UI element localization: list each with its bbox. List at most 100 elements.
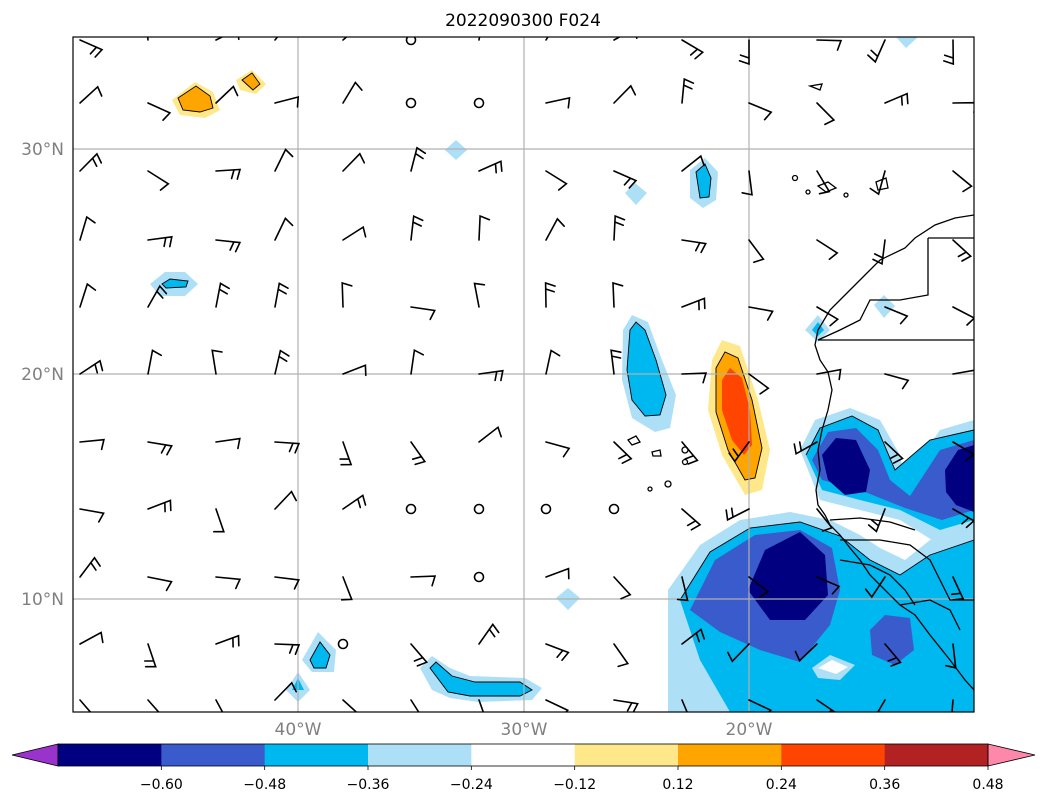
wind-barb: [816, 39, 843, 51]
wind-barb: [79, 152, 103, 172]
wind-barb: [741, 170, 753, 196]
wind-barb: [79, 438, 105, 451]
colorbar-swatch: [884, 744, 989, 766]
wind-barb: [681, 628, 705, 645]
wind-barb: [545, 441, 571, 458]
wind-barb: [215, 85, 239, 104]
wind-barb: [613, 699, 639, 712]
wind-barb: [727, 643, 750, 663]
wind-barb: [884, 441, 904, 464]
wind-barb: [748, 699, 773, 712]
wind-barb: [410, 306, 436, 321]
wind-barb: [147, 349, 162, 375]
colorbar-tick-label: 0.12: [662, 777, 693, 793]
island: [843, 192, 849, 198]
wind-barb: [793, 441, 818, 456]
wind-barb: [342, 152, 366, 172]
wind-barb: [612, 281, 624, 308]
wind-barb: [274, 490, 297, 510]
wind-barb: [79, 699, 92, 712]
wind-barb: [147, 499, 172, 513]
wind-barb: [341, 281, 353, 308]
wind-barb: [213, 508, 225, 533]
contour-fill: [627, 322, 666, 416]
wind-barb: [478, 160, 503, 174]
contour-fill: [945, 445, 974, 512]
wind-barb: [342, 699, 358, 712]
wind-barb: [410, 575, 437, 587]
wind-barb: [681, 441, 699, 465]
wind-barb: [872, 239, 886, 266]
wind-barb: [410, 699, 420, 712]
wind-barb: [274, 217, 294, 241]
contour-fill: [430, 662, 532, 696]
wind-barb: [410, 348, 425, 375]
contour-fill: [445, 140, 467, 160]
contour-line: [309, 641, 331, 669]
calm-wind-circle: [405, 97, 417, 109]
colorbar-swatch: [678, 744, 782, 766]
wind-barb: [274, 282, 289, 308]
calm-wind-circle: [405, 37, 417, 46]
wind-barb: [748, 239, 765, 264]
calm-wind-circle: [405, 503, 417, 515]
wind-barb: [676, 576, 689, 602]
wind-barb: [545, 643, 570, 661]
colorbar-tick-label: −0.24: [450, 777, 493, 793]
wind-barb: [274, 148, 294, 172]
wind-barb: [952, 369, 974, 375]
contour-line: [177, 85, 214, 113]
colorbar-swatch: [368, 744, 472, 766]
wind-barb: [410, 643, 429, 667]
colorbar: −0.60 −0.48 −0.36 −0.24 −0.12 0.12 0.24 0.36 0.4…: [11, 743, 1036, 793]
wind-barb: [144, 643, 157, 668]
island: [626, 435, 641, 446]
wind-barb: [748, 102, 773, 121]
wind-barb: [943, 39, 955, 66]
wind-barb: [215, 168, 242, 180]
wind-barb: [952, 306, 974, 326]
lon-label-40w: 40°W: [275, 720, 322, 740]
contour-line: [161, 278, 189, 289]
calm-wind-circle: [337, 638, 349, 650]
colorbar-extend-high: [987, 743, 1036, 767]
wind-barb: [79, 359, 104, 375]
wind-barb: [952, 101, 974, 113]
wind-barb: [274, 643, 301, 656]
wind-barb: [478, 623, 500, 645]
wind-barb: [215, 437, 241, 450]
lat-label-20n: 20°N: [21, 365, 64, 385]
island: [805, 189, 811, 195]
border-line: [840, 539, 974, 601]
wind-barb: [79, 556, 101, 578]
contour-fill: [870, 615, 914, 665]
contour-line: [241, 72, 261, 91]
wind-barb: [147, 102, 172, 121]
wind-barb: [274, 95, 300, 108]
wind-barb: [147, 576, 173, 592]
contour-fill: [748, 532, 828, 620]
wind-barb: [613, 84, 637, 104]
wind-barb: [147, 170, 170, 191]
wind-barbs: [79, 37, 974, 712]
wind-barb: [613, 170, 638, 189]
wind-barb: [725, 507, 750, 522]
island: [791, 174, 799, 182]
wind-barb: [681, 239, 707, 254]
wind-barb: [274, 349, 290, 375]
calm-wind-circle: [473, 97, 485, 109]
border-line: [839, 559, 916, 606]
wind-barb: [79, 39, 104, 58]
wind-barb: [613, 441, 633, 464]
island: [664, 480, 672, 488]
wind-barb: [545, 170, 568, 191]
wind-barb: [952, 239, 973, 262]
wind-barb: [274, 681, 297, 701]
wind-barb: [544, 281, 556, 308]
wind-barb: [215, 634, 240, 648]
wind-barb: [211, 349, 223, 375]
colorbar-tick-label: 0.24: [766, 777, 797, 793]
wind-barb: [681, 77, 695, 104]
contour-fill: [822, 438, 870, 495]
colorbar-swatch: [264, 744, 369, 766]
